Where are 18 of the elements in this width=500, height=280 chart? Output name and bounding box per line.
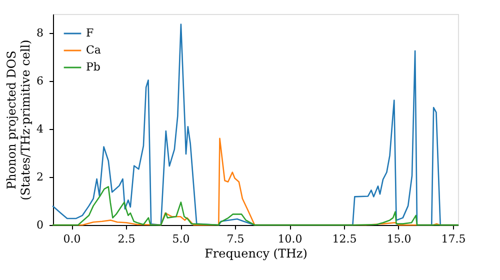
x-axis-title: Frequency (THz): [204, 246, 308, 260]
x-tick-label: 17.5: [441, 232, 466, 246]
y-tick-label: 8: [36, 26, 44, 40]
y-axis-title: Phonon projected DOS (States/THz·primitive cell): [4, 40, 32, 200]
x-tick-label: 15.0: [386, 232, 412, 246]
x-tick-label: 5.0: [172, 232, 190, 246]
legend-label: Pb: [86, 60, 100, 74]
x-tick-label: 12.5: [332, 232, 357, 246]
y-tick-label: 2: [36, 170, 44, 184]
x-tick-label: 10.0: [278, 232, 302, 246]
y-tick-label: 0: [36, 218, 44, 232]
y-tick-label: 4: [36, 122, 44, 136]
y-tick-label: 6: [36, 74, 44, 88]
legend-label: F: [86, 26, 94, 40]
x-tick-label: 7.5: [226, 232, 244, 246]
x-tick-label: 2.5: [118, 232, 136, 246]
x-tick-label: 0.0: [63, 232, 81, 246]
legend-label: Ca: [86, 44, 102, 56]
